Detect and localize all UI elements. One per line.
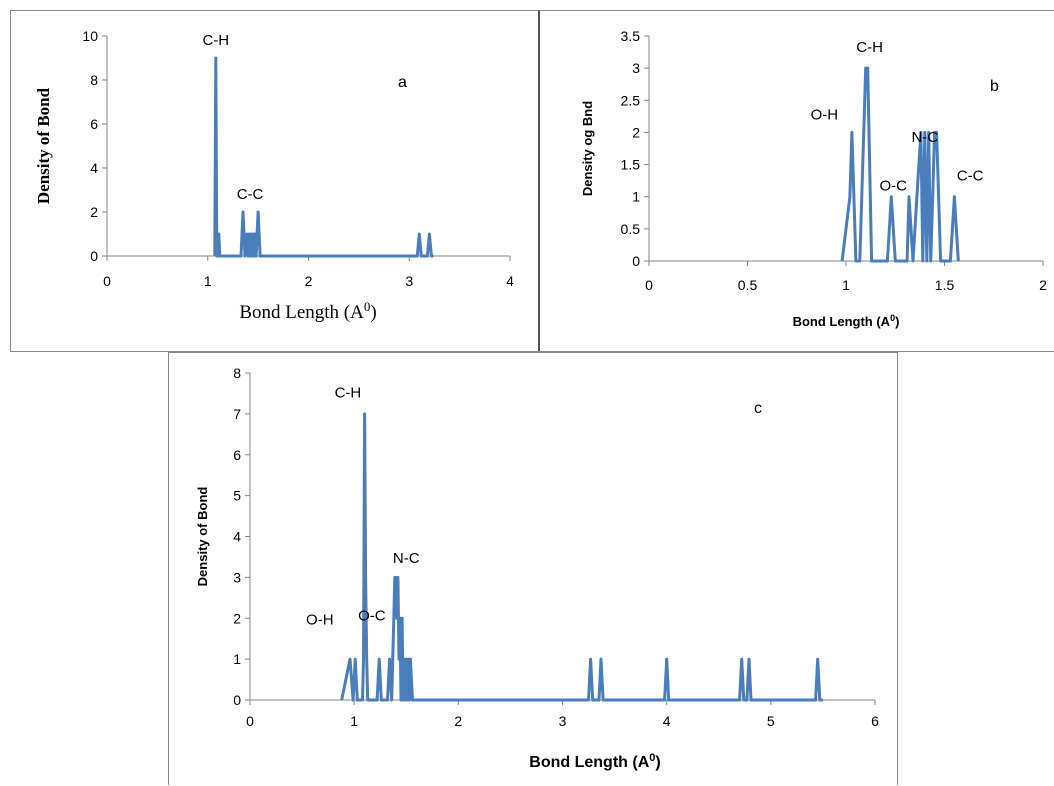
x-tick-label: 0	[645, 277, 653, 293]
y-tick-label: 8	[90, 72, 98, 88]
y-tick-label: 10	[82, 28, 98, 44]
y-tick-label: 7	[233, 406, 241, 422]
data-series-line	[840, 66, 960, 263]
panel-letter: c	[754, 400, 762, 417]
y-tick-label: 6	[233, 447, 241, 463]
chart-panel-a: 0 2 4 6 8 10 0 1 2 3 4 C-H C-C a Bond Length (A0) Densi…	[10, 10, 538, 352]
y-tick-label: 5	[233, 488, 241, 504]
x-tick-label: 0	[103, 273, 111, 289]
bond-annotation: C-C	[957, 168, 984, 185]
bond-annotation: N-C	[393, 550, 420, 567]
y-tick-label: 2	[632, 124, 640, 140]
data-series-line	[213, 56, 434, 258]
x-tick-label: 2	[305, 273, 313, 289]
x-tick-label: 1.5	[935, 277, 955, 293]
bond-annotation: N-C	[911, 129, 938, 146]
panel-letter: a	[398, 74, 407, 91]
y-tick-label: 6	[90, 116, 98, 132]
x-tick-label: 2	[454, 713, 462, 729]
chart-b-svg: 0 0.5 1 1.5 2 2.5 3 3.5 0 0.5 1 1.5 2 O-H C-H N-C O-C C-C…	[580, 28, 1047, 329]
chart-panel-c: 0 1 2 3 4 5 6 7 8 0 1 2 3 4 5 6 C-H O-H O-C N-C c Bond Length…	[168, 352, 898, 785]
bond-annotation: C-H	[335, 385, 362, 402]
y-tick-label: 0	[632, 253, 640, 269]
y-tick-label: 1.5	[621, 157, 641, 173]
y-axis-label: Density of Bond	[34, 87, 53, 204]
y-tick-label: 2.5	[621, 92, 641, 108]
y-tick-label: 0	[233, 692, 241, 708]
x-tick-label: 5	[767, 713, 775, 729]
y-tick-label: 8	[233, 365, 241, 381]
x-axis-label: Bond Length (A0)	[239, 299, 376, 324]
chart-c-svg: 0 1 2 3 4 5 6 7 8 0 1 2 3 4 5 6 C-H O-H O-C N-C c Bond Length…	[195, 365, 879, 771]
bond-annotation: C-H	[856, 39, 883, 56]
x-tick-label: 3	[559, 713, 567, 729]
panel-divider	[10, 351, 1054, 352]
y-tick-label: 0.5	[621, 221, 641, 237]
y-tick-label: 0	[90, 248, 98, 264]
panel-letter: b	[990, 78, 999, 95]
x-tick-label: 1	[350, 713, 358, 729]
y-tick-label: 1	[632, 189, 640, 205]
bond-annotation: O-C	[358, 607, 386, 624]
x-tick-label: 0	[246, 713, 254, 729]
bond-annotation: O-H	[811, 107, 839, 124]
chart-a-svg: 0 2 4 6 8 10 0 1 2 3 4 C-H C-C a Bond Length (A0) Densi…	[34, 28, 514, 324]
y-tick-label: 1	[233, 651, 241, 667]
x-axis-label: Bond Length (A0)	[793, 313, 900, 329]
y-tick-label: 3.5	[621, 28, 641, 44]
data-series-line	[340, 412, 823, 702]
bond-annotation: O-H	[306, 611, 334, 628]
y-tick-label: 2	[233, 610, 241, 626]
y-tick-label: 4	[233, 529, 241, 545]
y-axis-label: Density of Bond	[195, 487, 210, 587]
x-tick-label: 0.5	[738, 277, 758, 293]
bond-annotation: C-H	[202, 32, 229, 49]
x-tick-label: 4	[663, 713, 671, 729]
y-tick-label: 3	[632, 60, 640, 76]
x-tick-label: 2	[1039, 277, 1047, 293]
y-tick-label: 3	[233, 569, 241, 585]
y-tick-label: 4	[90, 160, 98, 176]
x-tick-label: 3	[405, 273, 413, 289]
y-tick-label: 2	[90, 204, 98, 220]
x-tick-label: 6	[871, 713, 879, 729]
x-axis-label: Bond Length (A0)	[529, 752, 660, 771]
bond-annotation: C-C	[237, 186, 264, 203]
bond-annotation: O-C	[880, 177, 908, 194]
chart-panel-b: 0 0.5 1 1.5 2 2.5 3 3.5 0 0.5 1 1.5 2 O-H C-H N-C O-C C-C…	[538, 10, 1054, 352]
x-tick-label: 1	[842, 277, 850, 293]
y-axis-label: Density og Bnd	[580, 101, 595, 196]
x-tick-label: 4	[506, 273, 514, 289]
x-tick-label: 1	[204, 273, 212, 289]
